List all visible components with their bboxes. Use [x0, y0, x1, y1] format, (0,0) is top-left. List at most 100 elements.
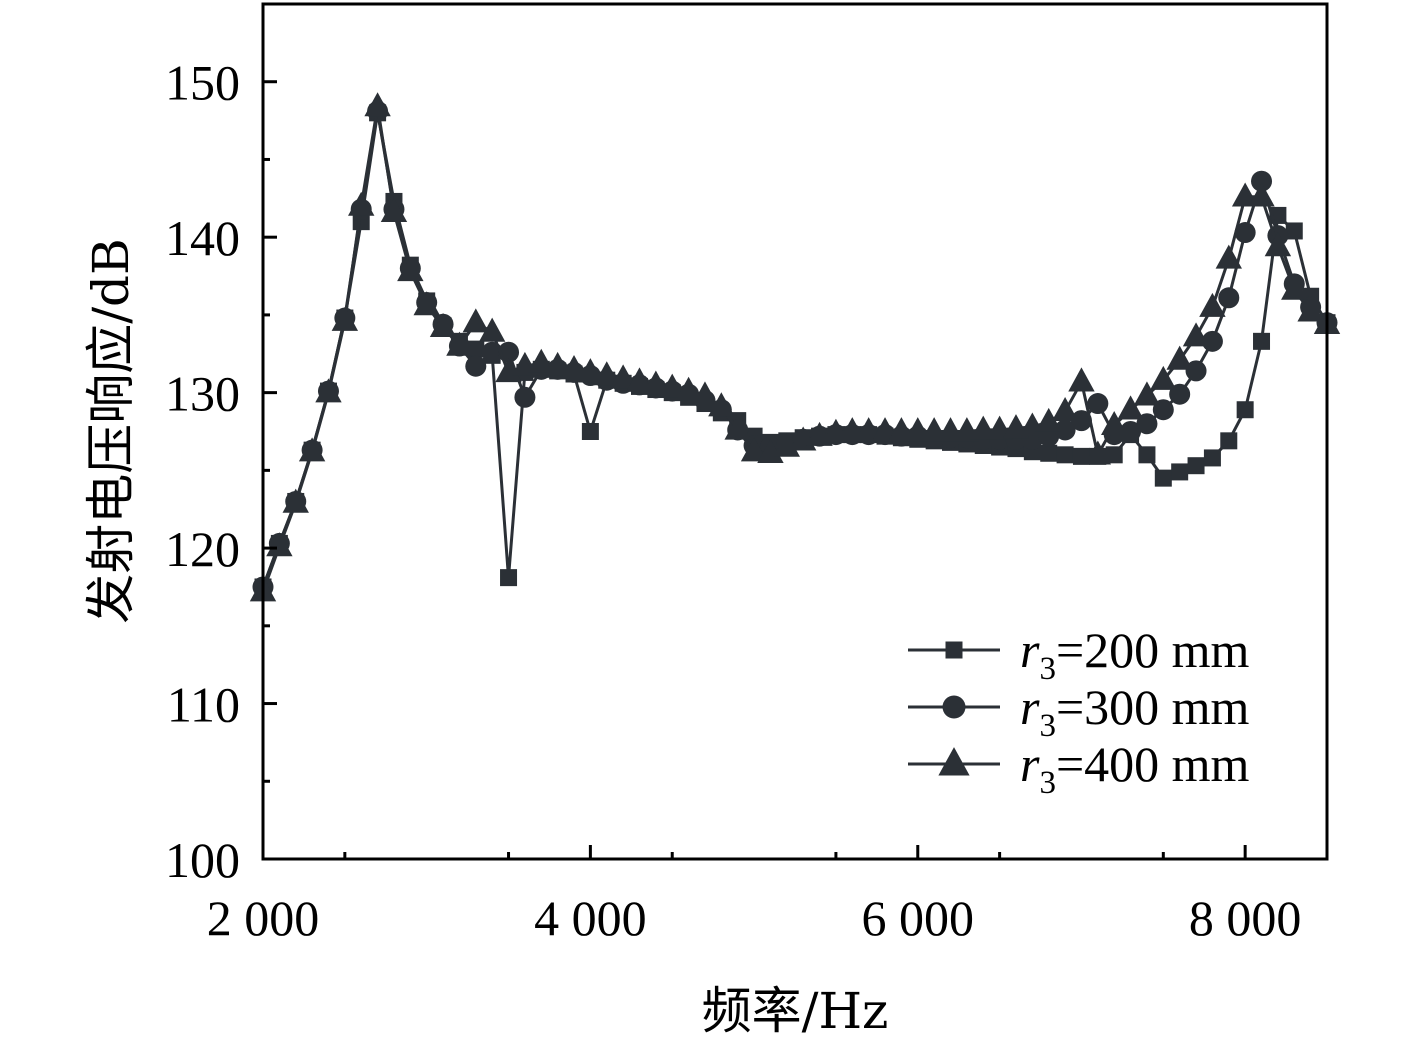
series-2-point — [1201, 330, 1223, 352]
series-2-point — [514, 386, 536, 408]
series-1-point — [467, 340, 485, 358]
series-3-line — [261, 105, 1328, 593]
series-3-point — [1281, 275, 1308, 300]
series-2-point — [1218, 287, 1240, 309]
series-2-line — [261, 109, 1329, 588]
series-3-point — [1297, 297, 1324, 322]
series-3-point — [266, 532, 293, 557]
series-3-point — [298, 437, 326, 462]
series-3-point — [397, 257, 424, 282]
series-3-point — [577, 358, 604, 383]
series-1-point — [1040, 444, 1058, 462]
series-3-point — [691, 381, 719, 406]
x-tick-label: 2 000 — [207, 890, 320, 946]
series-3-point — [462, 308, 489, 333]
series-3-point — [708, 392, 735, 417]
y-tick-label: 150 — [165, 55, 240, 111]
legend-marker — [938, 747, 970, 776]
series-3-point — [429, 313, 457, 338]
series-3-point — [413, 291, 440, 316]
series-1-point — [1253, 332, 1271, 350]
series-1-point — [1220, 432, 1238, 450]
series-3-point — [642, 370, 670, 395]
legend-label: r3=300 mm — [1020, 679, 1250, 744]
series-3-point — [1051, 396, 1079, 421]
series-1-point — [1072, 447, 1090, 465]
series-3-point — [495, 358, 522, 383]
series-1-point — [581, 423, 599, 440]
y-axis-title: 发射电压响应/dB — [82, 238, 140, 624]
series-3-point — [1133, 381, 1161, 406]
x-tick-label: 4 000 — [534, 890, 647, 946]
series-3-point — [773, 432, 801, 457]
series-1-point — [1203, 449, 1221, 467]
series-3-point — [659, 373, 686, 398]
plot-frame — [261, 2, 1329, 861]
series-3-point — [1199, 292, 1226, 317]
series-1-point — [1105, 446, 1123, 464]
series-3-point — [1084, 440, 1112, 465]
series-3-point — [626, 367, 653, 392]
series-3-point — [1248, 182, 1275, 207]
series-3-point — [315, 378, 342, 403]
series-3-point — [544, 351, 571, 376]
series-3-point — [560, 354, 588, 380]
series-2 — [252, 100, 1338, 598]
y-tick-label: 140 — [165, 210, 240, 266]
axes-layer: 2 000 4 000 6 000 8 000 100 110 120 130 140 150 — [165, 55, 1301, 946]
series-2-point — [1087, 393, 1109, 415]
series-3 — [249, 92, 1341, 602]
series-3-point — [1035, 407, 1062, 432]
series-2-point — [1185, 360, 1207, 382]
series-layer — [249, 92, 1341, 602]
series-1-point — [1171, 463, 1189, 481]
legend-marker — [945, 641, 963, 659]
series-2-point — [1054, 419, 1076, 441]
x-axis-title: 频率/Hz — [702, 982, 889, 1040]
y-tick-label: 100 — [165, 832, 240, 888]
series-2-point — [1251, 170, 1273, 192]
series-3-point — [675, 376, 702, 401]
series-1-point — [1187, 457, 1205, 475]
series-3-point — [740, 437, 768, 462]
series-3-point — [1117, 395, 1144, 420]
legend-item-2: r3=300 mm — [908, 679, 1250, 744]
legend-label: r3=200 mm — [1020, 622, 1250, 687]
series-3-point — [348, 191, 375, 216]
legend-item-3: r3=400 mm — [908, 736, 1250, 801]
series-3-point — [364, 92, 391, 117]
x-tick-label: 6 000 — [862, 890, 975, 946]
series-2-point — [1234, 222, 1256, 244]
series-3-point — [1101, 410, 1128, 435]
series-3-point — [282, 488, 309, 513]
series-3-point — [1182, 322, 1210, 347]
series-1-point — [1285, 222, 1303, 240]
series-3-point — [1150, 365, 1177, 390]
x-tick-label: 8 000 — [1189, 890, 1302, 946]
series-3-point — [1215, 244, 1242, 269]
series-2-point — [1120, 421, 1142, 442]
series-1-point — [500, 569, 518, 587]
legend-label: r3=400 mm — [1020, 736, 1250, 801]
y-tick-label: 130 — [165, 366, 240, 422]
y-tick-label: 110 — [167, 677, 240, 733]
series-3-point — [609, 364, 637, 389]
legend-marker — [942, 695, 966, 719]
series-3-point — [1068, 367, 1095, 392]
series-1-point — [1056, 446, 1074, 464]
series-3-point — [478, 317, 506, 342]
series-3-point — [331, 306, 359, 331]
series-3-point — [380, 197, 408, 223]
series-3-point — [446, 331, 473, 356]
series-2-point — [465, 355, 487, 377]
series-2-point — [1070, 410, 1092, 432]
series-3-point — [1166, 345, 1193, 370]
series-1-point — [1138, 446, 1156, 464]
series-1-point — [1154, 469, 1172, 487]
series-1 — [254, 104, 1336, 596]
series-3-point — [593, 361, 620, 386]
series-1-line — [261, 111, 1329, 588]
series-3-point — [724, 415, 751, 440]
